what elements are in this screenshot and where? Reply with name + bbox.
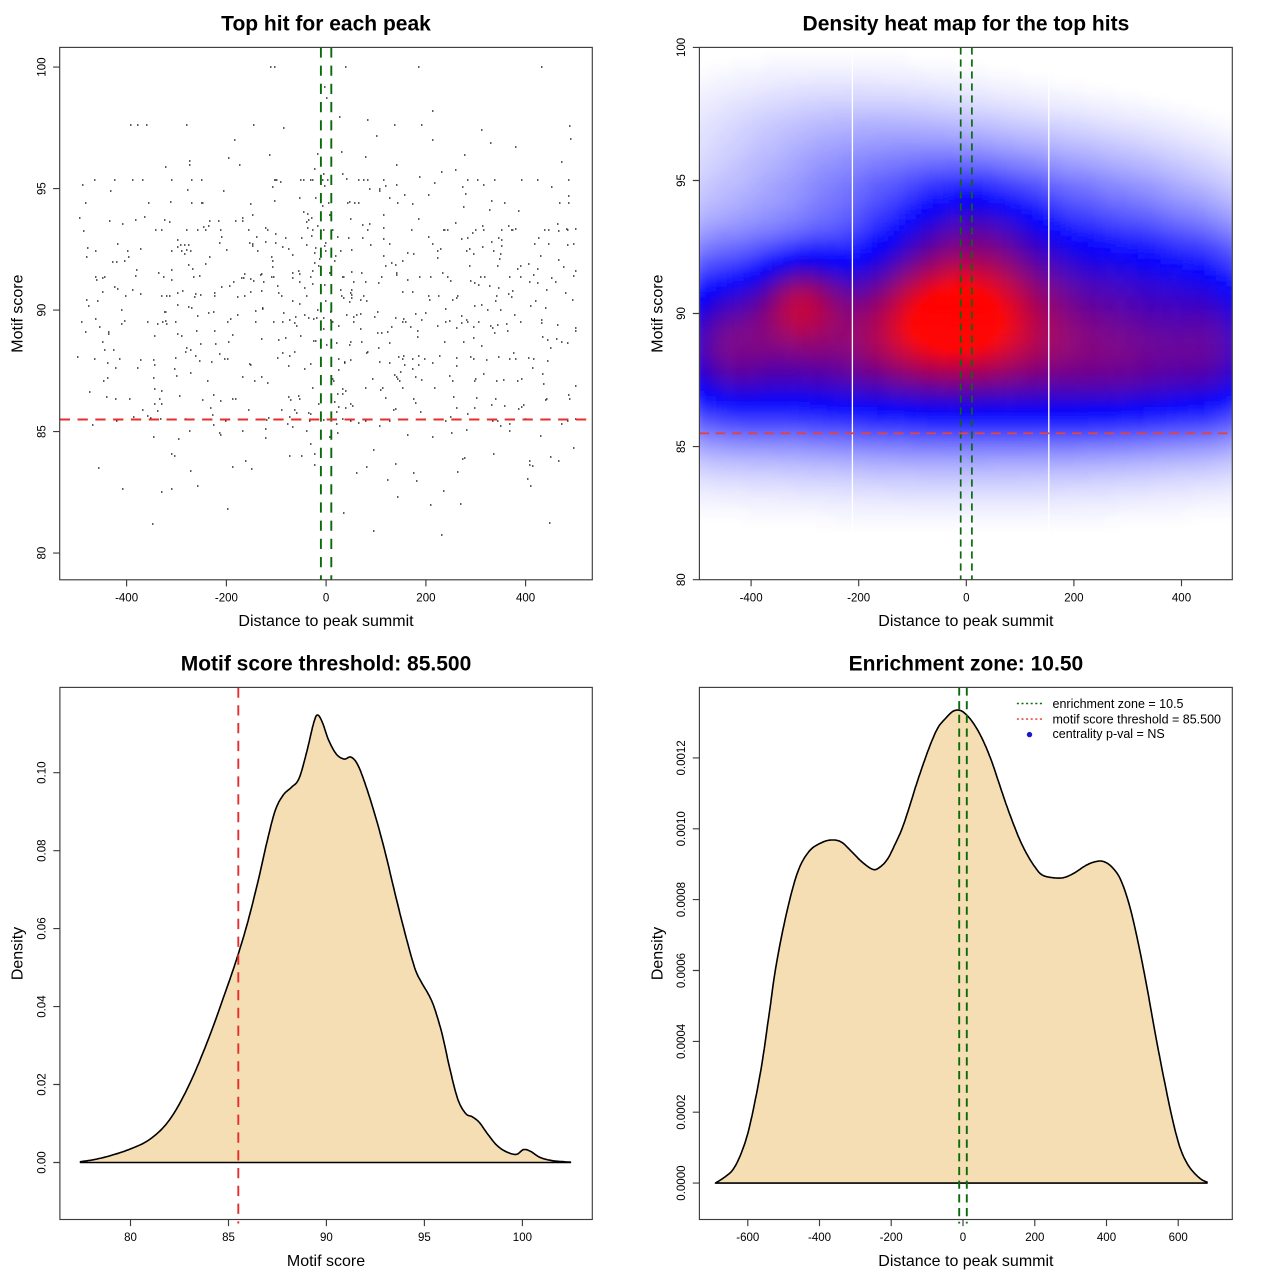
svg-text:85: 85: [222, 1232, 235, 1244]
svg-text:80: 80: [676, 573, 688, 586]
svg-text:400: 400: [1097, 1232, 1116, 1244]
svg-text:centrality p-val = NS: centrality p-val = NS: [1053, 727, 1165, 741]
svg-text:Distance to peak summit: Distance to peak summit: [878, 613, 1054, 630]
svg-text:Motif score: Motif score: [287, 1253, 365, 1270]
svg-text:200: 200: [1064, 592, 1083, 604]
svg-text:200: 200: [1025, 1232, 1044, 1244]
svg-text:90: 90: [320, 1232, 333, 1244]
svg-text:200: 200: [416, 593, 435, 605]
svg-text:0.02: 0.02: [37, 1073, 49, 1095]
svg-text:0.0002: 0.0002: [676, 1095, 688, 1130]
svg-text:Motif score threshold: 85.500: Motif score threshold: 85.500: [181, 653, 472, 676]
svg-text:-200: -200: [215, 593, 238, 605]
svg-text:600: 600: [1169, 1232, 1188, 1244]
svg-text:0.0006: 0.0006: [676, 953, 688, 988]
svg-text:-400: -400: [115, 593, 138, 605]
svg-text:enrichment zone = 10.5: enrichment zone = 10.5: [1053, 697, 1184, 711]
svg-text:95: 95: [676, 174, 688, 187]
svg-text:400: 400: [516, 593, 535, 605]
svg-text:Density: Density: [650, 927, 667, 980]
svg-text:-200: -200: [880, 1232, 903, 1244]
svg-text:0.10: 0.10: [37, 762, 49, 784]
svg-text:Top hit for each peak: Top hit for each peak: [221, 13, 431, 36]
svg-text:Motif score: Motif score: [650, 274, 667, 352]
svg-text:Motif score: Motif score: [10, 274, 27, 352]
svg-text:0.00: 0.00: [37, 1151, 49, 1173]
svg-text:0: 0: [963, 592, 969, 604]
svg-text:Enrichment zone: 10.50: Enrichment zone: 10.50: [849, 653, 1084, 676]
svg-text:0.0010: 0.0010: [676, 811, 688, 846]
svg-text:-200: -200: [847, 592, 870, 604]
svg-text:0.08: 0.08: [37, 840, 49, 862]
svg-text:-600: -600: [736, 1232, 759, 1244]
svg-text:80: 80: [124, 1232, 137, 1244]
svg-text:-400: -400: [808, 1232, 831, 1244]
svg-text:100: 100: [676, 38, 688, 57]
svg-text:0.06: 0.06: [37, 917, 49, 939]
svg-text:0.0004: 0.0004: [676, 1023, 688, 1059]
svg-text:0.0000: 0.0000: [676, 1166, 688, 1201]
svg-text:Distance to peak summit: Distance to peak summit: [238, 613, 414, 630]
svg-text:90: 90: [676, 307, 688, 320]
svg-text:95: 95: [418, 1232, 431, 1244]
svg-text:95: 95: [37, 182, 49, 195]
svg-text:0: 0: [960, 1232, 966, 1244]
svg-text:0: 0: [323, 593, 329, 605]
svg-text:100: 100: [513, 1232, 532, 1244]
svg-text:0.0008: 0.0008: [676, 882, 688, 917]
svg-text:-400: -400: [740, 592, 763, 604]
svg-text:Distance to peak summit: Distance to peak summit: [878, 1253, 1054, 1270]
svg-text:85: 85: [37, 425, 49, 438]
svg-text:80: 80: [37, 547, 49, 560]
svg-text:100: 100: [37, 58, 49, 77]
svg-text:0.0012: 0.0012: [676, 740, 688, 775]
svg-text:90: 90: [37, 304, 49, 317]
svg-text:Density: Density: [10, 927, 27, 980]
svg-text:Density heat map for the top h: Density heat map for the top hits: [803, 13, 1130, 36]
svg-text:85: 85: [676, 440, 688, 453]
svg-text:motif score threshold = 85.500: motif score threshold = 85.500: [1053, 712, 1222, 726]
svg-text:400: 400: [1172, 592, 1191, 604]
svg-text:0.04: 0.04: [37, 995, 49, 1018]
